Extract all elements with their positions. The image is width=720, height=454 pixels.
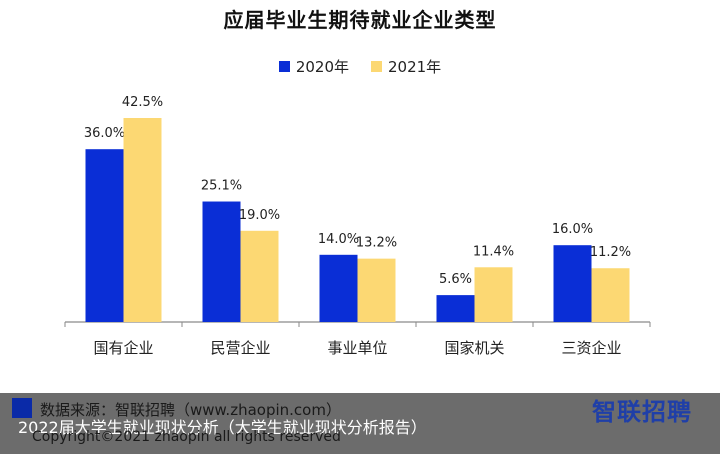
source-text: 数据来源：智联招聘（www.zhaopin.com） [40, 401, 341, 419]
image-caption: 2022届大学生就业现状分析（大学生就业现状分析报告） [18, 418, 427, 437]
legend-item-2021: 2021年 [371, 56, 441, 77]
brand-logo: 智联招聘 [592, 398, 692, 426]
bar-2020 [85, 149, 124, 322]
bar-2020 [202, 201, 241, 322]
x-tick-label: 事业单位 [327, 339, 387, 357]
legend-swatch-2020 [278, 61, 290, 72]
copyright-text: Copyright©2021 zhaopin all rights reserv… [32, 429, 341, 445]
x-tick-label: 国有企业 [93, 339, 153, 357]
footer-bar [0, 393, 720, 454]
bar-2021 [357, 258, 396, 322]
x-tick-label: 国家机关 [444, 339, 504, 357]
data-label: 36.0% [84, 126, 125, 141]
data-label: 25.1% [201, 179, 242, 194]
data-label: 16.0% [552, 222, 593, 237]
data-label: 42.5% [122, 95, 163, 110]
bar-2021 [123, 118, 162, 322]
x-tick-label: 民营企业 [210, 339, 270, 357]
source-marker [12, 398, 32, 418]
legend-label-2021: 2021年 [388, 58, 442, 76]
x-tick-label: 三资企业 [561, 339, 621, 357]
legend-item-2020: 2020年 [278, 56, 349, 77]
data-label: 5.6% [439, 272, 472, 287]
data-label: 19.0% [239, 208, 280, 223]
chart-title: 应届毕业生期待就业企业类型 [223, 8, 497, 32]
bar-2020 [436, 295, 475, 322]
bar-2020 [319, 254, 358, 322]
bar-2021 [474, 267, 513, 322]
bar-2020 [553, 245, 592, 322]
data-label: 14.0% [318, 232, 359, 247]
legend: 2020年 2021年 [0, 56, 720, 77]
bar-2021 [591, 268, 630, 322]
bar-2021 [240, 230, 279, 322]
data-label: 11.2% [590, 245, 631, 260]
legend-label-2020: 2020年 [295, 58, 349, 76]
data-label: 11.4% [473, 244, 514, 259]
data-label: 13.2% [356, 236, 397, 251]
legend-swatch-2021 [371, 61, 382, 72]
